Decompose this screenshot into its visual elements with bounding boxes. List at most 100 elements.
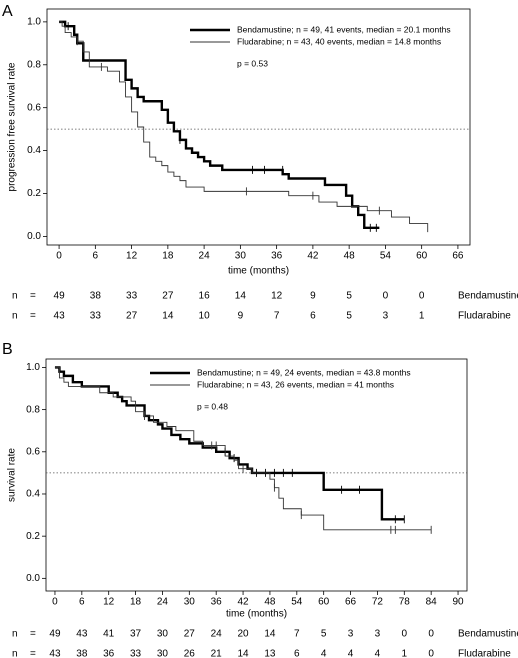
y-tick-label: 0.0: [27, 231, 41, 242]
x-tick-label: 30: [184, 597, 196, 608]
risk-count: 21: [211, 649, 223, 658]
x-tick-label: 60: [416, 251, 428, 262]
x-tick-label: 66: [345, 597, 357, 608]
risk-count: 26: [184, 649, 196, 658]
risk-count: 16: [199, 291, 211, 302]
y-tick-label: 0.8: [27, 59, 41, 70]
x-tick-label: 36: [271, 251, 283, 262]
x-tick-label: 78: [399, 597, 411, 608]
risk-count: 3: [375, 629, 381, 640]
risk-count: 49: [49, 629, 61, 640]
risk-count: 4: [348, 649, 354, 658]
annotation: p = 0.53: [237, 58, 268, 68]
x-tick-label: 54: [291, 597, 303, 608]
risk-count: 27: [126, 311, 138, 322]
risk-count: 1: [402, 649, 408, 658]
y-tick-label: 0.2: [26, 531, 40, 542]
risk-count: 43: [54, 311, 66, 322]
risk-row-label: Fludarabine: [458, 649, 511, 658]
risk-count: 4: [321, 649, 327, 658]
y-tick-label: 1.0: [27, 17, 41, 28]
x-tick-label: 42: [238, 597, 250, 608]
risk-row-label: Fludarabine: [458, 311, 511, 322]
plot-frame: [45, 358, 468, 592]
risk-count: 0: [383, 291, 389, 302]
risk-count: 6: [310, 311, 316, 322]
x-tick-label: 30: [235, 251, 247, 262]
risk-count: 0: [428, 629, 434, 640]
risk-eq-label: =: [30, 291, 36, 302]
risk-row-label: Bendamustine: [458, 629, 518, 640]
risk-count: 7: [294, 629, 300, 640]
risk-count: 5: [321, 629, 327, 640]
x-tick-label: 0: [56, 251, 62, 262]
x-tick-label: 12: [126, 251, 138, 262]
plot-frame: [46, 8, 471, 246]
risk-count: 7: [274, 311, 280, 322]
risk-n-label: n: [12, 291, 18, 302]
risk-count: 30: [157, 649, 169, 658]
risk-count: 37: [130, 629, 142, 640]
risk-n-label: n: [12, 311, 18, 322]
risk-count: 9: [310, 291, 316, 302]
x-tick-label: 72: [372, 597, 384, 608]
x-axis-label: time (months): [228, 266, 289, 277]
y-tick-label: 0.6: [26, 446, 40, 457]
y-tick-label: 0.8: [26, 404, 40, 415]
risk-count: 10: [199, 311, 211, 322]
risk-count: 5: [346, 291, 352, 302]
risk-count: 3: [348, 629, 354, 640]
risk-count: 14: [238, 649, 250, 658]
y-axis-label: survival rate: [7, 448, 18, 502]
x-tick-label: 18: [162, 251, 174, 262]
risk-eq-label: =: [30, 311, 36, 322]
risk-count: 6: [294, 649, 300, 658]
risk-count: 38: [90, 291, 102, 302]
risk-count: 14: [235, 291, 247, 302]
annotation: p = 0.48: [197, 401, 228, 411]
x-tick-label: 0: [52, 597, 58, 608]
y-tick-label: 1.0: [26, 362, 40, 373]
risk-n-label: n: [12, 649, 18, 658]
x-tick-label: 36: [211, 597, 223, 608]
survival-curve: [54, 366, 432, 531]
risk-row-label: Bendamustine: [458, 291, 518, 302]
risk-count: 33: [90, 311, 102, 322]
survival-curve: [59, 20, 380, 230]
risk-count: 0: [428, 649, 434, 658]
risk-n-label: n: [12, 629, 18, 640]
risk-count: 9: [238, 311, 244, 322]
risk-count: 3: [383, 311, 389, 322]
x-tick-label: 54: [380, 251, 392, 262]
risk-count: 13: [264, 649, 276, 658]
y-tick-label: 0.2: [27, 188, 41, 199]
x-tick-label: 6: [93, 251, 99, 262]
legend-label: Fludarabine; n = 43, 40 events, median =…: [237, 36, 441, 46]
survival-curve: [54, 366, 405, 521]
risk-count: 1: [419, 311, 425, 322]
x-tick-label: 84: [426, 597, 438, 608]
y-tick-label: 0.0: [26, 573, 40, 584]
legend-label: Fludarabine; n = 43, 26 events, median =…: [197, 379, 394, 389]
legend-label: Bendamustine; n = 49, 41 events, median …: [237, 24, 451, 34]
risk-count: 12: [271, 291, 283, 302]
survival-curve: [59, 21, 429, 233]
x-tick-label: 24: [157, 597, 169, 608]
risk-count: 27: [184, 629, 196, 640]
risk-count: 43: [76, 629, 88, 640]
x-tick-label: 90: [452, 597, 464, 608]
risk-eq-label: =: [30, 629, 36, 640]
risk-count: 14: [162, 311, 174, 322]
risk-count: 0: [402, 629, 408, 640]
panel-label: B: [2, 341, 13, 358]
risk-count: 24: [211, 629, 223, 640]
risk-count: 14: [264, 629, 276, 640]
risk-count: 49: [54, 291, 66, 302]
risk-count: 30: [157, 629, 169, 640]
risk-count: 20: [238, 629, 250, 640]
x-tick-label: 12: [103, 597, 115, 608]
x-tick-label: 60: [318, 597, 330, 608]
risk-count: 27: [162, 291, 174, 302]
x-tick-label: 18: [130, 597, 142, 608]
